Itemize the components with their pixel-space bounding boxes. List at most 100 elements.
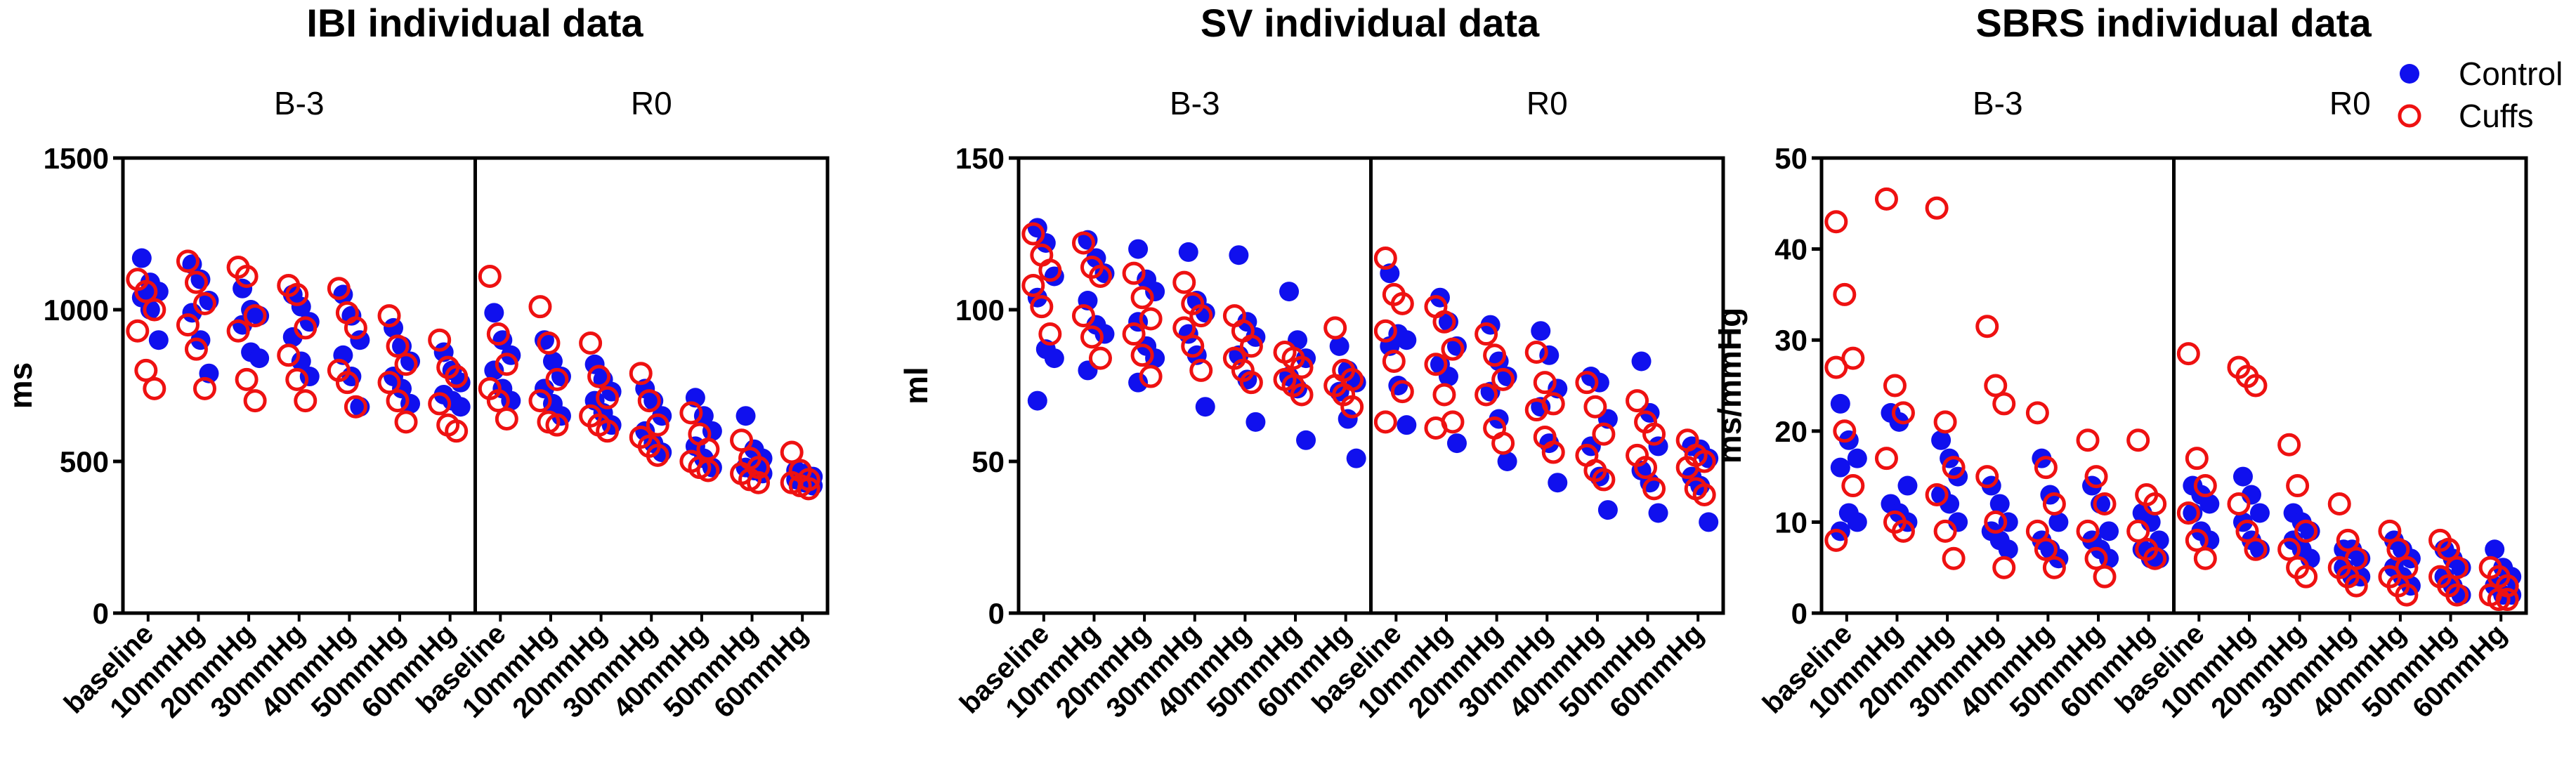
data-point-control <box>1446 433 1467 454</box>
data-point-control <box>2232 466 2253 487</box>
data-point-control <box>1178 242 1198 262</box>
data-point-cuffs <box>1491 431 1515 455</box>
data-point-cuffs <box>2093 492 2117 515</box>
data-point-cuffs <box>2235 519 2259 543</box>
data-point-cuffs <box>2378 519 2402 543</box>
data-point-cuffs <box>646 443 669 467</box>
data-point-cuffs <box>1634 456 1658 480</box>
data-point-cuffs <box>1883 374 1907 398</box>
data-point-cuffs <box>1382 349 1406 373</box>
y-tick-label: 500 <box>60 445 109 478</box>
y-tick-label: 0 <box>1791 597 1807 630</box>
data-point-cuffs <box>377 371 401 395</box>
data-point-cuffs <box>1992 556 2016 579</box>
data-point-control <box>1078 360 1098 381</box>
data-point-control <box>1195 397 1215 417</box>
chart-title: SBRS individual data <box>1975 1 2372 45</box>
data-point-cuffs <box>2176 342 2200 366</box>
data-point-cuffs <box>1122 261 1146 285</box>
data-point-control <box>1245 412 1266 432</box>
data-point-cuffs <box>394 410 418 434</box>
data-point-cuffs <box>1483 343 1507 367</box>
data-point-cuffs <box>2084 546 2108 570</box>
data-point-cuffs <box>1038 322 1062 346</box>
data-point-cuffs <box>344 316 367 340</box>
data-point-control <box>1830 457 1850 478</box>
data-point-cuffs <box>445 419 469 443</box>
data-point-control <box>1548 473 1568 493</box>
data-point-control <box>392 379 412 399</box>
data-point-control <box>1648 503 1668 523</box>
data-point-control <box>1027 390 1047 411</box>
data-point-control <box>1931 430 1951 450</box>
y-tick-label: 20 <box>1774 415 1807 448</box>
data-point-control <box>2249 503 2270 523</box>
data-point-cuffs <box>780 440 804 464</box>
data-point-cuffs <box>486 322 510 346</box>
y-tick-label: 40 <box>1774 233 1807 266</box>
data-point-cuffs <box>2193 474 2217 498</box>
data-point-control <box>1338 409 1358 429</box>
data-point-control <box>1329 336 1349 356</box>
data-point-cuffs <box>637 389 661 413</box>
data-point-cuffs <box>696 459 720 482</box>
data-point-cuffs <box>2042 556 2066 579</box>
data-point-cuffs <box>1942 456 1966 480</box>
data-point-cuffs <box>1524 340 1548 364</box>
condition-label: B-3 <box>274 85 325 121</box>
data-point-cuffs <box>1139 364 1163 388</box>
data-point-cuffs <box>126 319 150 343</box>
data-point-cuffs <box>2143 546 2167 570</box>
data-point-cuffs <box>1189 358 1213 382</box>
data-point-cuffs <box>1088 264 1112 288</box>
data-point-cuffs <box>1583 395 1607 419</box>
data-point-cuffs <box>2034 456 2058 480</box>
data-point-cuffs <box>1290 355 1314 379</box>
data-point-control <box>1397 415 1417 435</box>
data-point-cuffs <box>226 319 250 343</box>
data-point-cuffs <box>1975 465 1999 489</box>
data-point-cuffs <box>386 389 410 413</box>
data-point-cuffs <box>134 358 158 382</box>
data-point-cuffs <box>2034 537 2058 561</box>
data-point-control <box>384 317 404 338</box>
data-point-cuffs <box>1833 282 1857 306</box>
data-point-cuffs <box>2126 428 2150 452</box>
data-point-cuffs <box>1071 231 1095 255</box>
data-point-control <box>1699 512 1719 532</box>
data-point-control <box>1279 282 1300 302</box>
data-point-cuffs <box>1975 315 1999 339</box>
data-point-cuffs <box>1933 519 1957 543</box>
data-point-control <box>1989 494 2010 514</box>
data-point-cuffs <box>134 280 158 303</box>
data-point-control <box>1288 330 1308 350</box>
data-point-cuffs <box>243 304 267 328</box>
data-point-cuffs <box>192 291 216 315</box>
data-point-cuffs <box>1675 456 1699 480</box>
data-point-cuffs <box>486 389 510 413</box>
data-point-cuffs <box>2076 428 2100 452</box>
legend-label-control: Control <box>2459 55 2563 92</box>
data-point-cuffs <box>1130 343 1154 367</box>
data-point-cuffs <box>377 304 401 328</box>
data-point-control <box>1397 330 1417 350</box>
data-point-cuffs <box>1925 196 1949 220</box>
data-point-cuffs <box>2327 492 2351 515</box>
y-tick-label: 100 <box>955 294 1005 327</box>
data-point-cuffs <box>1373 247 1397 270</box>
data-point-cuffs <box>1642 422 1666 446</box>
data-point-cuffs <box>1373 410 1397 434</box>
data-point-control <box>542 351 563 372</box>
data-point-cuffs <box>1692 483 1716 507</box>
data-point-cuffs <box>1891 401 1915 425</box>
data-point-cuffs <box>2084 465 2108 489</box>
data-point-cuffs <box>596 386 620 409</box>
data-point-cuffs <box>1071 304 1095 328</box>
data-point-cuffs <box>1592 422 1616 446</box>
data-point-control <box>1631 351 1652 372</box>
data-point-cuffs <box>285 367 309 391</box>
data-point-cuffs <box>143 376 166 400</box>
y-axis-label: ms <box>2 362 39 409</box>
data-point-cuffs <box>1626 389 1649 413</box>
